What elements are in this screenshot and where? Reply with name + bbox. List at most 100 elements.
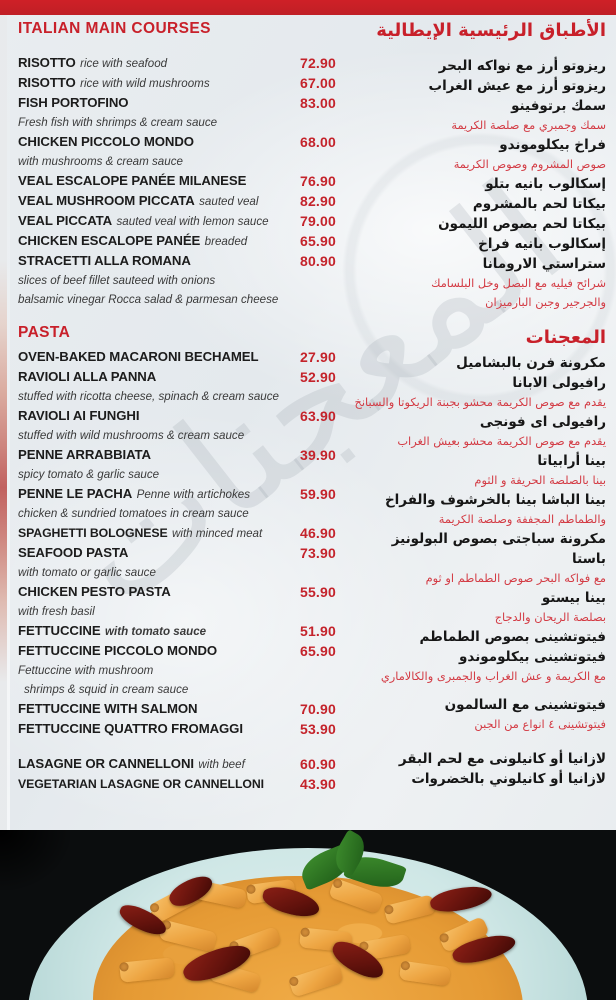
item-name: RAVIOLI AI FUNGHI	[18, 408, 140, 423]
menu-item-ar[interactable]: مكرونة فرن بالبشاميل	[456, 355, 606, 371]
item-description: slices of beef fillet sauteed with onion…	[18, 274, 216, 287]
menu-item-stracetti-alla-romana[interactable]: STRACETTI ALLA ROMANA 80.90	[18, 251, 336, 271]
left-accent-strip	[0, 15, 7, 830]
menu-item-fettuccine-with-salmon[interactable]: FETTUCCINE WITH SALMON 70.90	[18, 699, 336, 719]
section-title-italian-main-courses-ar: الأطباق الرئيسية الإيطالية	[376, 20, 606, 41]
menu-item-ar[interactable]: ستراستي الارومانا	[482, 256, 606, 272]
item-name: STRACETTI ALLA ROMANA	[18, 253, 191, 268]
menu-item-ar[interactable]: ريزوتو أرز مع عيش الغراب	[428, 78, 606, 94]
photo-vignette	[0, 830, 70, 890]
item-description-ar: يقدم مع صوص الكريمة محشو بجبنة الريكوتا …	[354, 395, 606, 409]
menu-item-chicken-pesto-pasta[interactable]: CHICKEN PESTO PASTA 55.90	[18, 582, 336, 602]
menu-item-oven-baked-macaroni-bechamel[interactable]: OVEN-BAKED MACARONI BECHAMEL 27.90	[18, 347, 336, 367]
item-description: with fresh basil	[18, 605, 95, 618]
item-description-ar: بصلصة الريحان والدجاج	[494, 610, 606, 624]
pasta-photo	[0, 830, 616, 1000]
menu-item-ar[interactable]: ريزوتو أرز مع نواكه البحر	[438, 58, 606, 74]
menu-item-spaghetti-bolognese[interactable]: SPAGHETTI BOLOGNESE with minced meat 46.…	[18, 523, 336, 543]
menu-item-lasagne-or-cannelloni[interactable]: LASAGNE OR CANNELLONI with beef 60.90	[18, 754, 336, 774]
menu-item-ar[interactable]: فيتوتشينى بصوص الطماطم	[419, 629, 606, 645]
item-name: RISOTTO	[18, 55, 76, 70]
menu-item-veal-escalope-panee-milanese[interactable]: VEAL ESCALOPE PANÉE MILANESE 76.90	[18, 171, 336, 191]
section-title-italian-main-courses: ITALIAN MAIN COURSES	[18, 20, 211, 37]
menu-item-ar[interactable]: باستا	[572, 551, 606, 567]
menu-item-ar[interactable]: رافيولى الابانا	[512, 375, 606, 391]
item-subtitle: with minced meat	[172, 527, 263, 540]
item-name: VEGETARIAN LASAGNE OR CANNELLONI	[18, 777, 264, 791]
item-description-ar: مع فواكه البحر صوص الطماطم او ثوم	[425, 571, 606, 585]
item-price: 70.90	[299, 701, 336, 717]
item-price: 65.90	[299, 643, 336, 659]
item-name: FETTUCCINE WITH SALMON	[18, 701, 198, 716]
item-price: 65.90	[299, 233, 336, 249]
top-red-bar	[0, 0, 616, 15]
menu-item-ar[interactable]: سمك برتوفينو	[511, 98, 606, 114]
menu-item-chicken-escalope-panee[interactable]: CHICKEN ESCALOPE PANÉE breaded 65.90	[18, 231, 336, 251]
item-description: Fettuccine with mushroom	[18, 664, 154, 677]
menu-item-penne-le-pacha[interactable]: PENNE LE PACHA Penne with artichokes 59.…	[18, 484, 336, 504]
item-description-ar: يقدم مع صوص الكريمة محشو بعيش الغراب	[397, 434, 606, 448]
menu-item-ar[interactable]: بيكاتا لحم بالمشروم	[472, 196, 606, 212]
item-name: CHICKEN ESCALOPE PANÉE	[18, 233, 201, 248]
item-name: SEAFOOD PASTA	[18, 545, 129, 560]
item-description: chicken & sundried tomatoes in cream sau…	[18, 507, 249, 520]
item-subtitle: Penne with artichokes	[136, 488, 251, 501]
menu-item-ar[interactable]: إسكالوب بانيه بتلو	[485, 176, 606, 192]
menu-item-penne-arrabbiata[interactable]: PENNE ARRABBIATA 39.90	[18, 445, 336, 465]
item-price: 82.90	[299, 193, 336, 209]
menu-item-fettuccine-piccolo-mondo[interactable]: FETTUCCINE PICCOLO MONDO 65.90	[18, 641, 336, 661]
item-subtitle: breaded	[204, 235, 248, 248]
left-accent-highlight	[7, 15, 10, 830]
item-subtitle: with beef	[198, 758, 245, 771]
menu-item-veal-mushroom-piccata[interactable]: VEAL MUSHROOM PICCATA sauted veal 82.90	[18, 191, 336, 211]
menu-item-fettuccine-tomato-sauce[interactable]: FETTUCCINE with tomato sauce 51.90	[18, 621, 336, 641]
item-price: 52.90	[299, 369, 336, 385]
item-description: with tomato or garlic sauce	[18, 566, 156, 579]
item-description-ar: مع الكريمة و عش الغراب والجمبرى والكالام…	[380, 669, 606, 683]
menu-item-chicken-piccolo-mondo[interactable]: CHICKEN PICCOLO MONDO 68.00	[18, 132, 336, 152]
menu-item-ar[interactable]: بينا بيستو	[541, 590, 606, 606]
menu-item-ar[interactable]: لازانيا أو كانيلوني بالخضروات	[411, 771, 606, 787]
menu-item-ar[interactable]: فيتوتشينى بيكلوموندو	[459, 649, 606, 665]
menu-item-ar[interactable]: فراخ بيكلوموندو	[499, 137, 606, 153]
item-description: shrimps & squid in cream sauce	[24, 683, 189, 696]
menu-item-ar[interactable]: بينا الباشا بينا بالخرشوف والفراخ	[384, 492, 606, 508]
menu-item-ravioli-alla-panna[interactable]: RAVIOLI ALLA PANNA 52.90	[18, 367, 336, 387]
menu-item-ar[interactable]: مكرونة سباجتى بصوص البولونيز	[391, 531, 606, 547]
item-price: 63.90	[299, 408, 336, 424]
menu-item-ar[interactable]: فيتوتشينى مع السالمون	[444, 697, 606, 713]
item-description: stuffed with wild mushrooms & cream sauc…	[18, 429, 245, 442]
item-name: PENNE ARRABBIATA	[18, 447, 151, 462]
menu-item-risotto-mushrooms[interactable]: RISOTTO rice with wild mushrooms 67.00	[18, 73, 336, 93]
item-name: VEAL ESCALOPE PANÉE MILANESE	[18, 173, 247, 188]
menu-item-risotto-seafood[interactable]: RISOTTO rice with seafood 72.90	[18, 53, 336, 73]
item-price: 68.00	[299, 134, 336, 150]
menu-item-fish-portofino[interactable]: FISH PORTOFINO 83.00	[18, 93, 336, 113]
item-name: VEAL PICCATA	[18, 213, 113, 228]
menu-item-fettuccine-quattro-fromaggi[interactable]: FETTUCCINE QUATTRO FROMAGGI 53.90	[18, 719, 336, 739]
item-subtitle: with tomato sauce	[104, 625, 207, 638]
item-price: 51.90	[299, 623, 336, 639]
item-name: VEAL MUSHROOM PICCATA	[18, 193, 195, 208]
item-name: FETTUCCINE PICCOLO MONDO	[18, 643, 218, 658]
menu-item-ar[interactable]: بيكاتا لحم بصوص الليمون	[438, 216, 606, 232]
menu-item-veal-piccata[interactable]: VEAL PICCATA sauted veal with lemon sauc…	[18, 211, 336, 231]
item-description-ar: والجرجير وجبن البارميزان	[485, 295, 606, 309]
item-price: 83.00	[299, 95, 336, 111]
menu-item-ravioli-ai-funghi[interactable]: RAVIOLI AI FUNGHI 63.90	[18, 406, 336, 426]
item-price: 80.90	[299, 253, 336, 269]
item-price: 43.90	[299, 776, 336, 792]
item-subtitle: rice with wild mushrooms	[80, 77, 210, 90]
menu-item-ar[interactable]: بينا أرابياتا	[537, 453, 606, 469]
item-price: 60.90	[299, 756, 336, 772]
menu-item-ar[interactable]: لازانيا أو كانيلونى مع لحم البقر	[398, 751, 606, 767]
menu-item-ar[interactable]: رافيولى اى فونجى	[479, 414, 606, 430]
menu-item-vegetarian-lasagne-or-cannelloni[interactable]: VEGETARIAN LASAGNE OR CANNELLONI 43.90	[18, 774, 336, 794]
item-price: 55.90	[299, 584, 336, 600]
menu-item-ar[interactable]: إسكالوب بانيه فراخ	[478, 236, 606, 252]
english-column: ITALIAN MAIN COURSES RISOTTO rice with s…	[18, 15, 336, 794]
item-name: RISOTTO	[18, 75, 76, 90]
item-price: 76.90	[299, 173, 336, 189]
item-price: 39.90	[299, 447, 336, 463]
menu-item-seafood-pasta[interactable]: SEAFOOD PASTA 73.90	[18, 543, 336, 563]
